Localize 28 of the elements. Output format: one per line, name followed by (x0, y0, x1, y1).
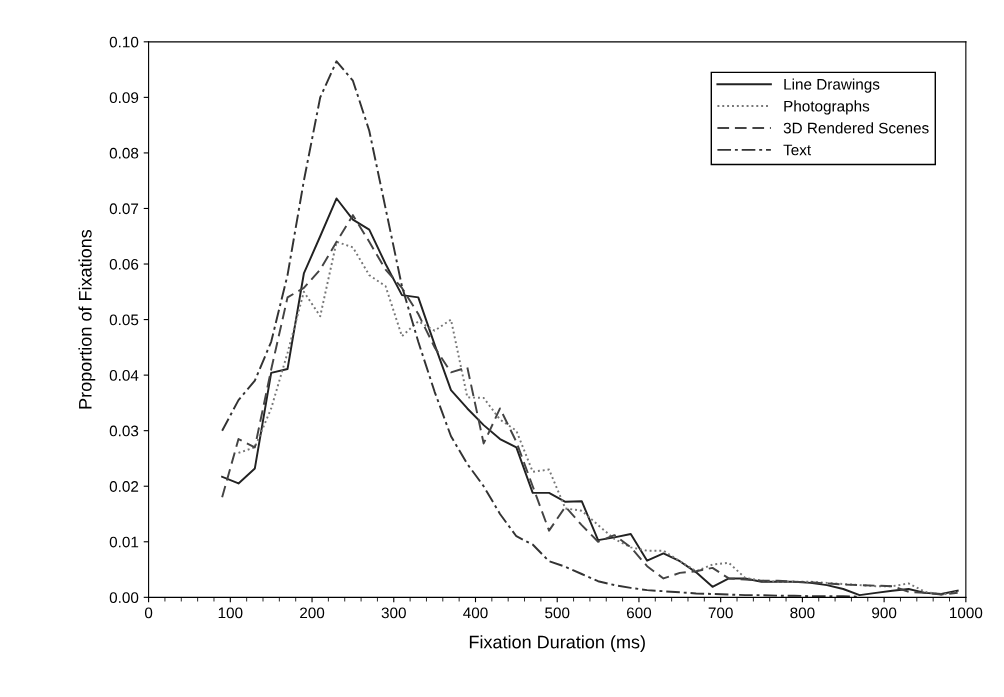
y-axis-title: Proportion of Fixations (78, 229, 96, 409)
legend-label: 3D Rendered Scenes (783, 122, 929, 134)
x-tick-label: 900 (872, 607, 897, 619)
y-tick-label: 0.10 (109, 36, 139, 48)
y-tick-label: 0.01 (109, 536, 139, 548)
legend-label: Line Drawings (784, 78, 880, 93)
x-tick-label: 800 (790, 607, 815, 619)
x-tick-label: 100 (218, 607, 243, 619)
x-tick-label: 700 (708, 607, 733, 619)
x-tick-label: 500 (545, 607, 570, 619)
y-tick-label: 0.07 (109, 203, 139, 215)
x-tick-label: 0 (144, 607, 153, 619)
legend-label: Text (783, 144, 812, 156)
x-tick-label: 300 (381, 607, 406, 619)
y-tick-label: 0.04 (109, 369, 139, 381)
y-tick-label: 0.09 (109, 92, 139, 104)
x-axis-title: Fixation Duration (ms) (469, 635, 645, 652)
x-tick-label: 200 (300, 607, 325, 619)
x-tick-label: 400 (463, 607, 488, 619)
y-tick-label: 0.06 (109, 258, 139, 270)
y-tick-label: 0.05 (109, 314, 139, 326)
y-tick-label: 0.00 (109, 592, 139, 604)
x-tick-label: 600 (626, 607, 652, 619)
y-tick-label: 0.02 (109, 481, 139, 492)
y-tick-label: 0.08 (109, 147, 139, 159)
legend-label: Photographs (784, 100, 870, 115)
x-tick-label: 1000 (950, 607, 983, 619)
y-tick-label: 0.03 (109, 425, 139, 437)
